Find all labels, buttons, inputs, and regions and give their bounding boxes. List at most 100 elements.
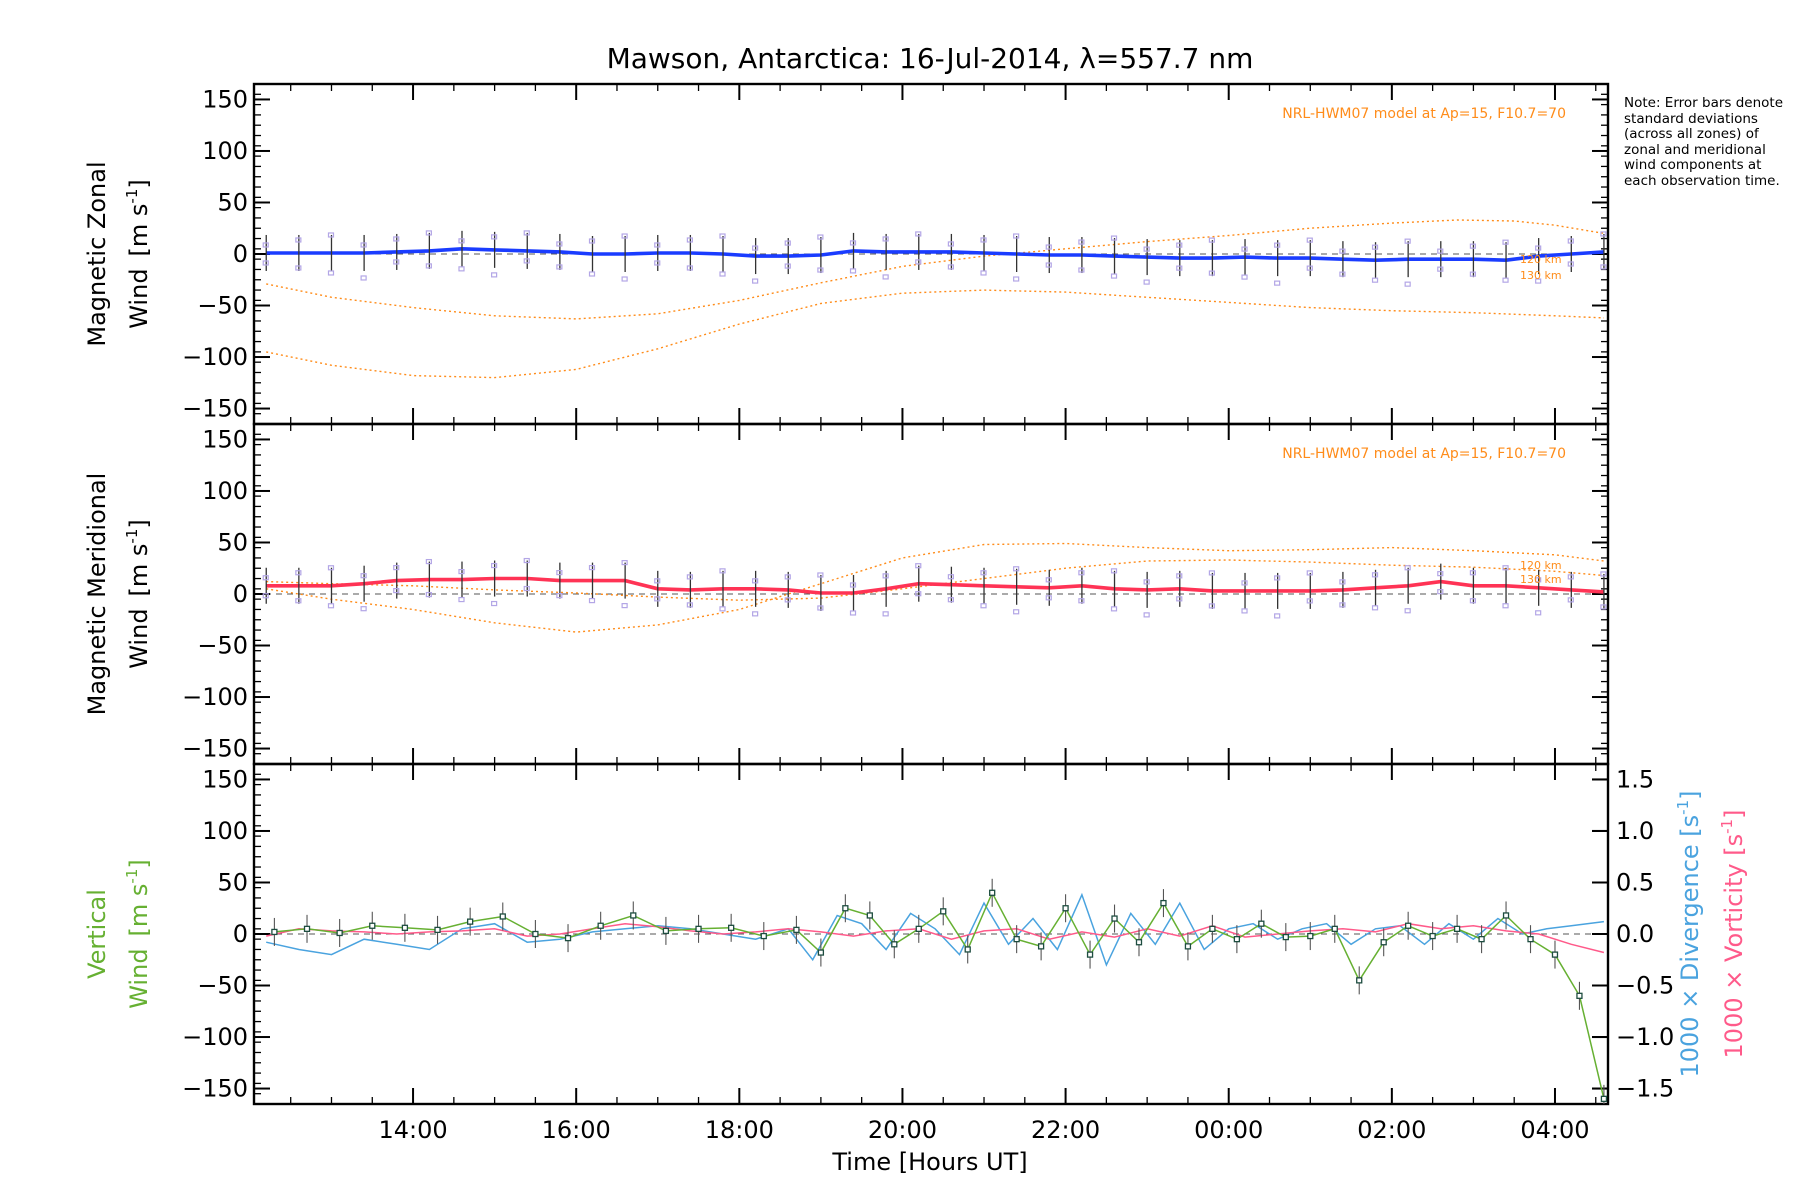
vertical-wind-point <box>866 912 873 919</box>
zone-marker <box>1143 279 1150 285</box>
zone-marker <box>1078 598 1085 604</box>
zone-marker <box>262 260 269 266</box>
y-tick-label: 50 <box>217 528 248 556</box>
vertical-wind-point <box>630 912 637 919</box>
zone-marker <box>882 274 889 280</box>
zone-marker <box>654 242 661 248</box>
vertical-wind-point <box>467 918 474 925</box>
vertical-wind-point <box>1502 912 1510 919</box>
x-tick-label: 00:00 <box>1194 1116 1263 1144</box>
zone-marker <box>1567 574 1574 580</box>
meridional-ylabel-word: Wind <box>125 608 153 668</box>
vertical-wind-point <box>1086 951 1094 958</box>
divergence-axis-label: 1000 × Divergence [s-1] <box>1674 790 1704 1077</box>
zonal-model-alt-130: 130 km <box>1520 269 1562 282</box>
vertical-wind-point <box>1478 936 1485 943</box>
zone-marker <box>1502 565 1509 571</box>
zone-marker <box>523 585 530 592</box>
zone-marker <box>882 573 889 579</box>
zonal-ylabel-unit: [m s <box>125 204 153 257</box>
zone-marker <box>393 259 400 265</box>
zone-marker <box>1045 262 1052 268</box>
zone-marker <box>947 597 954 603</box>
y-tick-label: 150 <box>202 85 248 113</box>
series-line <box>266 219 1605 320</box>
vertical-ylabel-line2: Wind [m s-1] <box>123 859 153 1009</box>
y-tick-label: −50 <box>197 972 248 1000</box>
y-tick-label: 0 <box>233 920 248 948</box>
zone-marker <box>1339 579 1346 585</box>
y2-tick-label: 0.0 <box>1616 920 1654 948</box>
zonal-model-label: NRL-HWM07 model at Ap=15, F10.7=70 <box>1282 106 1566 122</box>
zone-marker <box>882 611 889 617</box>
vertical-wind-point <box>369 922 376 929</box>
vertical-wind-point <box>915 925 922 932</box>
zonal-ylabel-sup: -1 <box>123 189 141 204</box>
zone-marker <box>1306 237 1313 243</box>
zone-marker <box>360 242 367 248</box>
vertical-wind-point <box>989 889 996 896</box>
zone-marker <box>1437 266 1444 272</box>
zone-marker <box>1045 244 1052 250</box>
vertical-wind-point <box>1233 936 1241 943</box>
zone-marker <box>262 242 269 248</box>
vertical-wind-point <box>336 929 343 937</box>
zone-marker <box>1013 609 1020 615</box>
zone-marker <box>947 241 954 247</box>
zone-marker <box>784 574 791 580</box>
zone-marker <box>262 575 269 581</box>
vertical-wind-point <box>271 928 278 936</box>
zone-marker <box>1502 239 1509 245</box>
zone-marker <box>1306 598 1313 604</box>
series-line <box>266 289 1604 379</box>
zone-marker <box>1110 606 1118 612</box>
zone-marker <box>752 578 759 584</box>
zone-marker <box>1339 602 1346 608</box>
zone-marker <box>1600 571 1607 577</box>
zone-marker <box>1045 577 1052 583</box>
zone-marker <box>1502 277 1509 283</box>
meridional-model-alt-130: 130 km <box>1520 573 1562 586</box>
vertical-wind-point <box>1380 939 1387 946</box>
zone-marker <box>1208 237 1216 243</box>
zone-marker <box>523 258 530 264</box>
zone-marker <box>1535 278 1542 284</box>
zone-marker <box>393 565 400 571</box>
vertical-ylabel-unit: [m s <box>125 884 153 937</box>
zone-marker <box>784 597 791 603</box>
zone-marker <box>1143 246 1150 252</box>
vertical-wind-point <box>1405 922 1412 929</box>
vertical-wind-point <box>662 927 670 935</box>
zone-marker <box>980 603 987 609</box>
zone-marker <box>1274 613 1281 619</box>
chart-title: Mawson, Antarctica: 16-Jul-2014, λ=557.7… <box>607 42 1254 75</box>
zone-marker <box>425 230 432 236</box>
vorticity-axis-label-sup: -1 <box>1718 819 1736 834</box>
meridional-ylabel-sup: -1 <box>123 529 141 544</box>
y2-tick-label: −0.5 <box>1616 972 1674 1000</box>
zone-marker <box>1176 573 1183 579</box>
zone-marker <box>327 232 335 238</box>
zone-marker <box>817 267 824 273</box>
zone-marker <box>523 557 530 564</box>
zone-marker <box>1404 281 1411 287</box>
y-tick-label: 50 <box>217 868 248 896</box>
zone-marker <box>980 570 987 576</box>
zone-marker <box>491 562 498 569</box>
zone-marker <box>1339 271 1346 277</box>
y2-tick-label: 1.5 <box>1616 765 1654 793</box>
zone-marker <box>1404 608 1411 614</box>
vertical-wind-point <box>940 908 947 915</box>
x-tick-label: 22:00 <box>1031 1116 1100 1144</box>
vertical-wind-point <box>1184 943 1192 950</box>
vertical-wind-point <box>842 905 849 912</box>
zone-marker <box>752 611 759 617</box>
zone-marker <box>1013 233 1020 239</box>
zone-marker <box>425 558 432 565</box>
zone-marker <box>1143 612 1150 618</box>
zone-marker <box>686 602 693 608</box>
zone-marker <box>1502 603 1509 609</box>
vertical-wind-point <box>1453 925 1461 932</box>
zone-marker <box>262 593 269 599</box>
meridional-data <box>262 542 1607 633</box>
